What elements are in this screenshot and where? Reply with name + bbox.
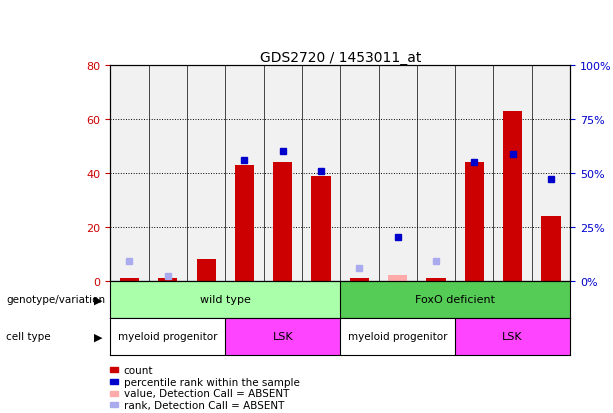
Text: cell type: cell type	[6, 332, 51, 342]
Bar	[273, 163, 292, 281]
Text: rank, Detection Call = ABSENT: rank, Detection Call = ABSENT	[124, 400, 284, 410]
Bar	[110, 318, 225, 355]
Text: count: count	[124, 365, 153, 375]
Text: ▶: ▶	[94, 332, 102, 342]
Bar	[120, 278, 139, 281]
Bar	[235, 165, 254, 281]
Text: LSK: LSK	[272, 332, 293, 342]
Bar	[388, 275, 407, 281]
Bar	[302, 66, 340, 281]
Bar	[465, 163, 484, 281]
Bar	[110, 281, 340, 318]
Bar	[503, 112, 522, 281]
Bar	[427, 278, 446, 281]
Bar	[340, 66, 378, 281]
Title: GDS2720 / 1453011_at: GDS2720 / 1453011_at	[259, 51, 421, 65]
Bar	[455, 318, 570, 355]
Bar	[197, 259, 216, 281]
Text: FoxO deficient: FoxO deficient	[415, 294, 495, 304]
Bar	[187, 66, 226, 281]
Bar	[340, 281, 570, 318]
Text: ▶: ▶	[94, 294, 102, 304]
Bar	[417, 66, 455, 281]
Text: wild type: wild type	[200, 294, 251, 304]
Text: LSK: LSK	[502, 332, 523, 342]
Bar	[226, 66, 264, 281]
Bar	[388, 278, 407, 281]
Bar	[493, 66, 531, 281]
Text: myeloid progenitor: myeloid progenitor	[118, 332, 218, 342]
Bar	[350, 278, 369, 281]
Bar	[455, 66, 493, 281]
Bar	[531, 66, 570, 281]
Bar	[378, 66, 417, 281]
Text: percentile rank within the sample: percentile rank within the sample	[124, 377, 300, 387]
Text: genotype/variation: genotype/variation	[6, 294, 105, 304]
Text: value, Detection Call = ABSENT: value, Detection Call = ABSENT	[124, 388, 289, 398]
Bar	[226, 318, 340, 355]
Bar	[311, 176, 330, 281]
Bar	[148, 66, 187, 281]
Bar	[264, 66, 302, 281]
Bar	[541, 216, 560, 281]
Bar	[158, 278, 177, 281]
Bar	[110, 66, 148, 281]
Text: myeloid progenitor: myeloid progenitor	[348, 332, 447, 342]
Bar	[340, 318, 455, 355]
